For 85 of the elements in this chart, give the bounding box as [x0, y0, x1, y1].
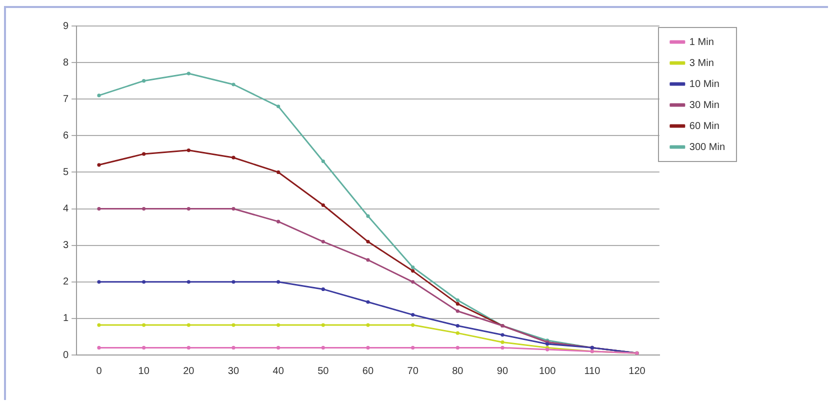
y-tick-label: 7 — [63, 94, 69, 105]
point — [142, 280, 146, 284]
point — [97, 280, 101, 284]
y-tick-label: 6 — [63, 130, 69, 142]
x-tick-label: 100 — [538, 366, 556, 377]
point — [232, 346, 236, 350]
point — [456, 346, 460, 350]
point — [456, 331, 460, 335]
point — [186, 72, 190, 76]
legend-label: 60 Min — [689, 120, 720, 132]
point — [411, 280, 415, 284]
legend-label: 300 Min — [689, 142, 725, 153]
y-tick-label: 3 — [63, 240, 69, 252]
point — [366, 214, 370, 218]
x-tick-label: 0 — [96, 366, 102, 377]
legend-label: 3 Min — [689, 58, 714, 69]
point — [276, 104, 280, 108]
x-tick-label: 110 — [584, 366, 601, 377]
point — [142, 152, 146, 156]
point — [321, 240, 325, 244]
point — [186, 148, 190, 152]
point — [366, 346, 370, 350]
y-tick-label: 2 — [63, 276, 69, 288]
point — [276, 280, 280, 284]
point — [97, 346, 101, 350]
x-tick-label: 40 — [272, 366, 284, 377]
point — [97, 94, 101, 98]
point — [97, 323, 101, 327]
point — [321, 323, 325, 327]
point — [276, 323, 280, 327]
point — [232, 280, 236, 284]
point — [366, 240, 370, 244]
point — [97, 206, 101, 211]
point — [456, 309, 460, 313]
x-tick-label: 20 — [183, 366, 195, 377]
x-tick-label: 120 — [628, 366, 646, 377]
point — [142, 206, 146, 211]
point — [186, 280, 190, 284]
point — [321, 287, 325, 291]
point — [411, 312, 415, 317]
point — [411, 269, 415, 273]
x-tick-label: 30 — [228, 366, 240, 377]
point — [276, 220, 280, 224]
point — [276, 170, 280, 174]
point — [186, 346, 190, 350]
point — [411, 346, 415, 350]
point — [232, 156, 236, 160]
x-tick-label: 70 — [407, 366, 419, 377]
x-tick-label: 90 — [496, 366, 508, 377]
x-tick-label: 50 — [318, 366, 330, 377]
point — [500, 340, 504, 344]
y-tick-label: 1 — [63, 313, 69, 324]
point — [456, 324, 460, 328]
point — [142, 79, 146, 83]
point — [411, 265, 415, 270]
point — [232, 82, 236, 86]
point — [500, 333, 504, 337]
point — [456, 302, 460, 306]
x-tick-label: 80 — [452, 366, 464, 377]
x-tick-label: 60 — [362, 366, 374, 377]
legend-label: 30 Min — [689, 100, 720, 111]
point — [321, 159, 325, 164]
point — [366, 300, 370, 304]
y-tick-label: 9 — [63, 20, 69, 32]
y-tick-label: 5 — [63, 166, 69, 178]
y-tick-label: 0 — [63, 350, 69, 361]
point — [232, 323, 236, 327]
point — [456, 298, 460, 302]
y-tick-label: 8 — [63, 57, 69, 68]
legend-label: 1 Min — [689, 36, 714, 48]
point — [142, 346, 146, 350]
point — [366, 323, 370, 327]
point — [321, 203, 325, 207]
point — [276, 346, 280, 350]
point — [411, 323, 415, 327]
point — [321, 346, 325, 350]
point — [142, 323, 146, 327]
point — [366, 258, 370, 262]
point — [97, 163, 101, 167]
point — [232, 206, 236, 211]
point — [500, 346, 504, 350]
legend-label: 10 Min — [689, 78, 720, 90]
point — [186, 323, 190, 327]
x-tick-label: 10 — [138, 366, 150, 377]
y-tick-label: 4 — [63, 204, 69, 215]
